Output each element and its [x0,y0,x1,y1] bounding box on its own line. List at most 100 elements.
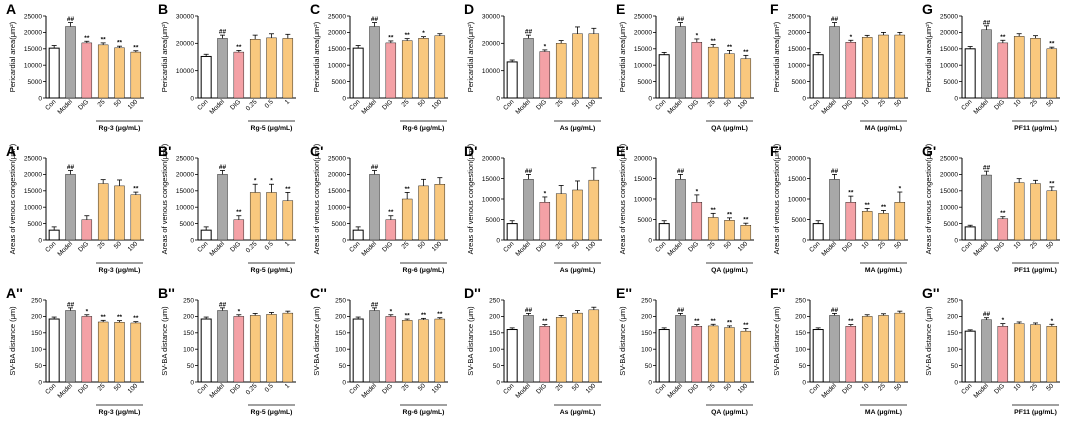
bar-model-fpp [829,315,840,383]
group-label-e: QA (μg/mL) [711,125,748,132]
bar-con-epp [658,329,670,383]
y-tick-label-cp: 10000 [328,205,346,212]
group-label-f: MA (μg/mL) [865,125,902,132]
panel-letter-g: G [922,1,933,17]
y-tick-label-dpp: 250 [489,297,500,304]
significance-label-fp: * [899,186,902,193]
y-tick-label-epp: 0 [648,379,652,386]
group-label-c: Rg-6 (μg/mL) [403,125,445,132]
y-tick-label-gp: 5000 [944,221,959,228]
x-tick-label-epp: Con [654,382,668,396]
x-tick-label-a: DIG [77,98,90,111]
x-tick-label-fpp: 10 [861,382,871,392]
x-tick-label-b: Model [208,98,226,116]
significance-label-epp: ** [727,319,733,326]
y-tick-label-f: 5000 [792,79,807,86]
significance-label-fp: ** [848,190,854,197]
panel-letter-d: D [464,1,474,17]
significance-label-gpp: * [1002,317,1005,324]
y-tick-label-cpp: 250 [335,297,346,304]
y-tick-label-epp: 100 [641,347,652,354]
bar-50-dp [572,189,583,241]
y-tick-label-g: 20000 [940,30,958,37]
x-tick-label-fpp: Con [808,382,822,396]
bar-dig-ep [691,202,703,241]
panel-letter-a: A [6,1,16,17]
bar-25-app [97,321,109,383]
y-axis-label-cpp: SV-BA distance (μm) [312,306,321,376]
x-tick-label-app: 50 [113,382,123,392]
x-tick-label-app: 25 [97,382,107,392]
y-tick-label-ep: 10000 [634,196,652,203]
y-tick-label-g: 5000 [944,79,959,86]
bar-50-a [114,47,125,99]
bar-25-gpp [1030,324,1041,383]
significance-label-g: ** [1000,34,1006,41]
group-label-fp: MA (μg/mL) [865,267,902,274]
x-tick-label-ap: 100 [127,240,140,253]
bar-con-cpp [352,318,364,383]
bar-25-ap [97,183,109,241]
y-tick-label-fpp: 250 [795,297,806,304]
x-tick-label-gpp: DIG [993,382,1006,395]
x-tick-label-gp: 50 [1045,240,1055,250]
y-tick-label-ep: 5000 [638,217,653,224]
y-tick-label-g: 15000 [940,46,958,53]
y-tick-label-app: 200 [31,314,42,321]
significance-label-a: ## [67,16,75,23]
y-tick-label-app: 0 [38,379,42,386]
significance-label-epp: ** [694,318,700,325]
x-tick-label-ep: Con [654,240,668,254]
x-tick-label-dpp: 50 [571,382,581,392]
x-tick-label-f: Con [808,98,822,112]
bar-con-dpp [506,329,518,383]
y-tick-label-cp: 15000 [328,188,346,195]
bar-100-dp [588,179,600,241]
y-tick-label-bpp: 0 [190,379,194,386]
x-tick-label-gpp: 10 [1013,382,1023,392]
x-tick-label-cpp: Con [348,382,362,396]
y-tick-label-ap: 10000 [24,205,42,212]
x-tick-label-gpp: Con [960,382,974,396]
panel-ap: A'Areas of venous congestion(μm²) 0 5000 10… [6,143,144,274]
bar-50-c [418,38,429,99]
bar-100-cp [434,184,446,241]
x-tick-label-cp: DIG [381,240,394,253]
bar-25-ep [707,217,719,241]
significance-label-fp: ** [865,202,871,209]
bar-0-5-bpp [266,314,277,383]
bar-model-d [523,38,534,99]
panel-a: A Pericardial area(μm²) 0 5000 10000 15000 200… [6,1,144,132]
x-tick-label-gp: Con [960,240,974,254]
y-tick-label-bp: 20000 [176,172,194,179]
significance-label-app: ** [117,314,123,321]
significance-label-e: * [696,32,699,39]
y-tick-label-fp: 20000 [788,155,806,162]
bar-model-cp [369,174,380,241]
group-label-dpp: As (μg/mL) [560,409,596,416]
y-tick-label-bp: 0 [190,237,194,244]
bar-0-5-bp [266,192,277,241]
y-tick-label-bp: 10000 [176,205,194,212]
x-tick-label-d: Con [502,98,516,112]
x-tick-label-e: 50 [723,98,733,108]
x-tick-label-cp: 25 [401,240,411,250]
x-tick-label-a: Model [56,98,74,116]
x-tick-label-ep: Model [666,240,684,258]
significance-label-ep: ** [711,207,717,214]
group-label-app: Rg-3 (μg/mL) [99,409,141,416]
significance-label-g: ## [983,19,991,26]
x-tick-label-cp: 100 [431,240,444,253]
y-tick-label-gp: 20000 [940,172,958,179]
bar-50-d [572,33,583,99]
bar-con-e [658,54,670,99]
y-tick-label-dp: 10000 [482,196,500,203]
y-tick-label-app: 150 [31,330,42,337]
bar-con-ep [658,223,670,241]
significance-label-ep: ## [677,168,685,175]
significance-label-gpp: * [1051,318,1054,325]
bar-50-f [894,34,906,99]
bar-con-gpp [964,330,976,383]
x-tick-label-bpp: 0.25 [245,382,259,396]
